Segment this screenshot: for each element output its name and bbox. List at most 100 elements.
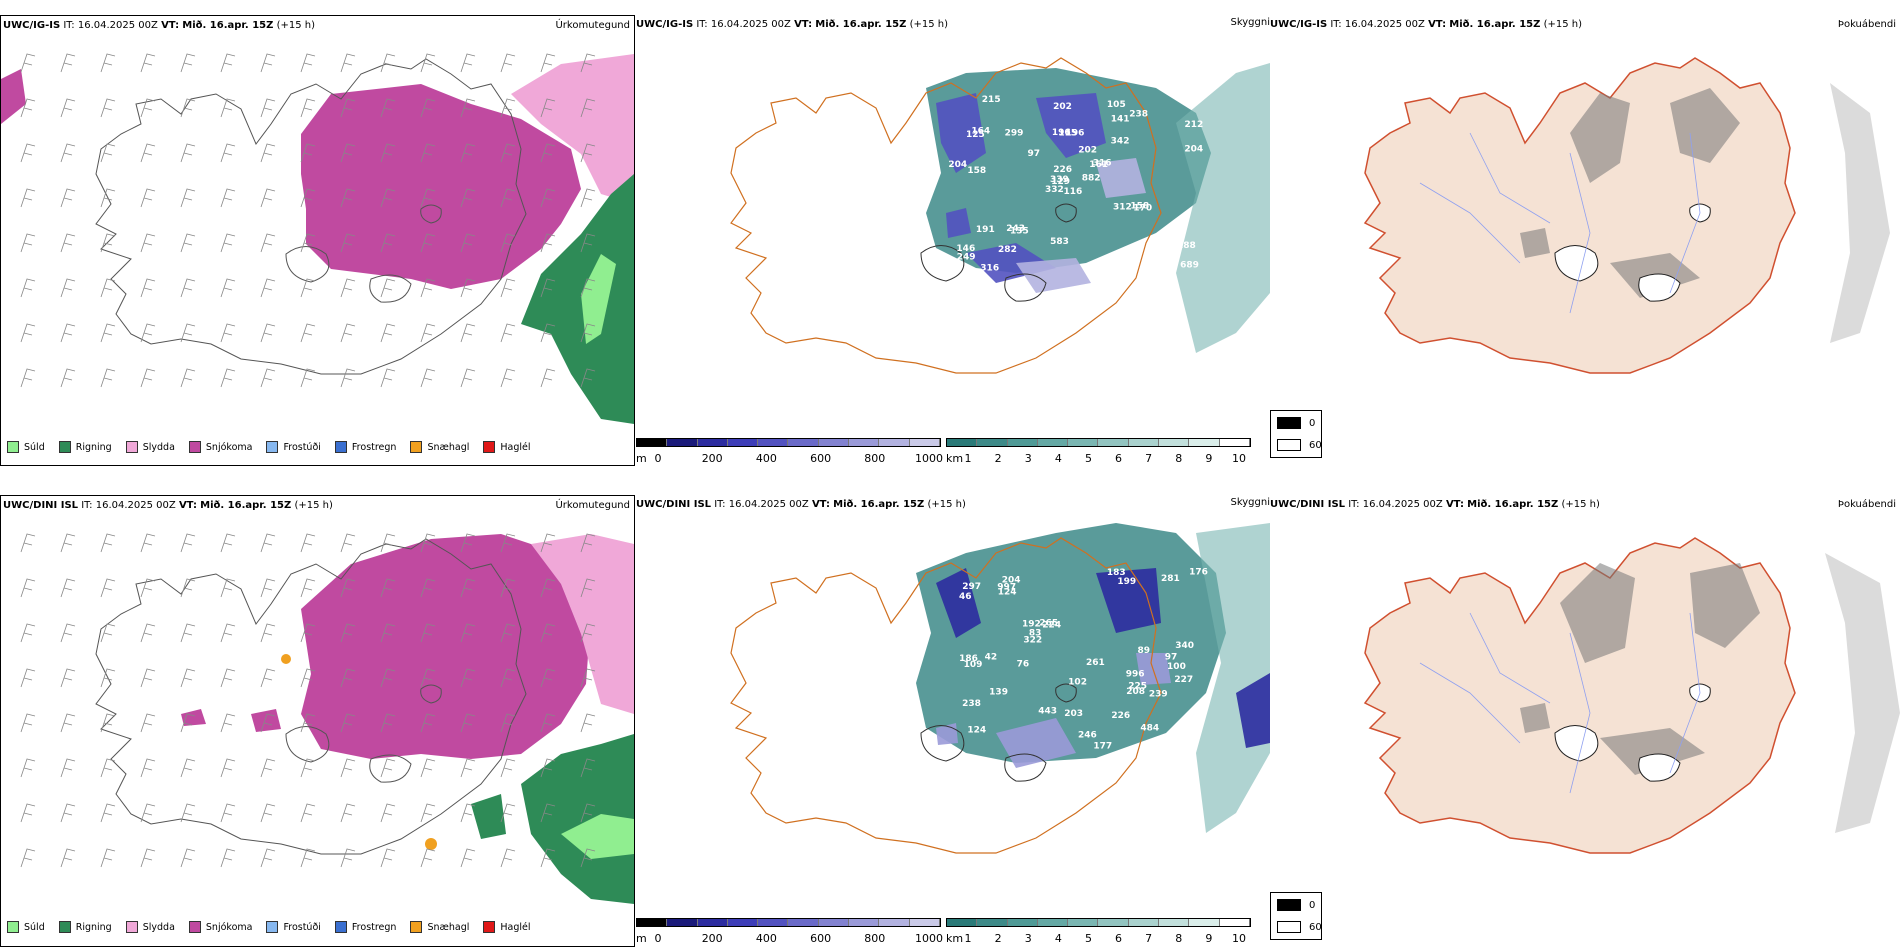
wind-barb [300, 188, 316, 208]
wind-barb [500, 623, 516, 643]
vt-label: VT: [811, 499, 830, 510]
wind-barbs [20, 533, 596, 868]
wind-barb [220, 53, 236, 73]
colorbar-cell [758, 439, 789, 446]
wind-barb [540, 713, 556, 733]
colorbar-tick-label: 400 [755, 932, 777, 945]
wind-barb [540, 623, 556, 643]
clouds-panel-row1: UWC/IG-IS IT: 16.04.2025 00Z VT: Mið. 16… [636, 15, 1270, 466]
colorbar-tick-label: 8 [1175, 452, 1183, 465]
wind-barb [60, 323, 76, 343]
model-name: UWC/IG-IS [636, 19, 694, 30]
wind-barb [540, 278, 556, 298]
low-cloud-light [936, 653, 1171, 768]
cloudbase-label: 42 [985, 653, 998, 663]
legend-item: Frostúði [266, 441, 321, 453]
wind-barb [340, 98, 356, 118]
cloudbase-label: 204 [1002, 575, 1021, 585]
wind-barb [420, 278, 436, 298]
colorbar-tick-label: 1000 [915, 932, 943, 945]
wind-barb [420, 98, 436, 118]
lead-time: (+15 h) [909, 19, 948, 30]
wind-barb [300, 323, 316, 343]
vt-label: VT: [1445, 499, 1464, 510]
clouds-map: 1161251291461611351051961418822156891582… [730, 57, 1270, 374]
rain-area [521, 174, 634, 424]
panel-header: UWC/IG-IS IT: 16.04.2025 00Z VT: Mið. 16… [3, 20, 315, 31]
wind-barb [20, 323, 36, 343]
legend-swatch [125, 441, 138, 453]
cloudbase-label: 158 [967, 166, 986, 176]
wind-barb [380, 848, 396, 868]
it-value: 16.04.2025 00Z [77, 20, 158, 31]
panel-header: UWC/IG-IS IT: 16.04.2025 00Z VT: Mið. 16… [1270, 19, 1582, 30]
wind-barb [60, 533, 76, 553]
wind-barb [340, 233, 356, 253]
it-value: 16.04.2025 00Z [728, 499, 809, 510]
wind-barb [420, 713, 436, 733]
colorbar-tick-label: 600 [810, 452, 832, 465]
legend-item: Rigning [58, 441, 112, 453]
sleet-corner [1, 69, 26, 124]
it-value: 16.04.2025 00Z [1362, 499, 1443, 510]
wind-barb [300, 803, 316, 823]
legend-label: Snæhagl [427, 441, 470, 453]
legend-swatch [58, 441, 71, 453]
wind-barb [180, 53, 196, 73]
colorbar-tick-label: 5 [1084, 452, 1092, 465]
legend-swatch [483, 921, 496, 933]
cloudbase-label: 265 [1039, 618, 1058, 628]
wind-barb [340, 623, 356, 643]
visibility-haze [1196, 523, 1270, 833]
lead-time: (+15 h) [1561, 499, 1600, 510]
colorbar-tick-label: 1 [964, 452, 972, 465]
cloudbase-label: 583 [1050, 237, 1069, 247]
colorbar-cell [947, 439, 978, 446]
wind-barb [580, 623, 596, 643]
vt-value: Mið. 16.apr. 15Z [1467, 499, 1559, 510]
precip-map [1, 53, 634, 424]
snow-pellet-spot [281, 654, 291, 664]
wind-barb [380, 188, 396, 208]
cloudbase-label: 246 [1078, 731, 1097, 741]
wind-barb [500, 278, 516, 298]
wind-barb [140, 848, 156, 868]
clouds-map: 996 100 124 204 224 484 238 199 192 177 46 186 297 42… [730, 523, 1270, 854]
cloudbase-label: 339 [1050, 175, 1069, 185]
colorbar-tick-label: 9 [1205, 932, 1213, 945]
legend-swatch [334, 921, 347, 933]
cloudbase-label: 996 [1126, 670, 1145, 680]
wind-barb [420, 368, 436, 388]
wind-barb [420, 233, 436, 253]
fog-swatch [1277, 899, 1301, 911]
colorbar-cell [788, 919, 819, 926]
wind-barb [220, 848, 236, 868]
wind-barb [20, 713, 36, 733]
cloudbase-label: 139 [989, 687, 1008, 697]
cloudbase-label: 312 [1113, 202, 1132, 212]
wind-barb [220, 368, 236, 388]
colorbar-cell [1159, 919, 1190, 926]
wind-barb [260, 758, 276, 778]
legend-item: Snæhagl [410, 921, 469, 933]
wind-barb [420, 758, 436, 778]
wind-barb [20, 578, 36, 598]
cloudbase-label: 226 [1053, 165, 1072, 175]
cloudbase-label: 202 [1078, 145, 1097, 155]
wind-barb [220, 623, 236, 643]
wind-barb [380, 53, 396, 73]
colorbar-cell [818, 439, 850, 446]
wind-barb [460, 368, 476, 388]
legend-label: Súld [24, 441, 45, 453]
legend-item: Snæhagl [410, 441, 469, 453]
wind-barb [300, 368, 316, 388]
vt-value: Mið. 16.apr. 15Z [200, 500, 292, 511]
colorbar-tick-label: 7 [1145, 452, 1153, 465]
wind-barb [60, 233, 76, 253]
wind-barb [500, 188, 516, 208]
colorbar-tick-label: 3 [1024, 452, 1032, 465]
wind-barb [140, 188, 156, 208]
wind-barb [500, 668, 516, 688]
cloudbase-label: 282 [998, 245, 1017, 255]
cloudbase-label: 115 [1058, 128, 1077, 138]
